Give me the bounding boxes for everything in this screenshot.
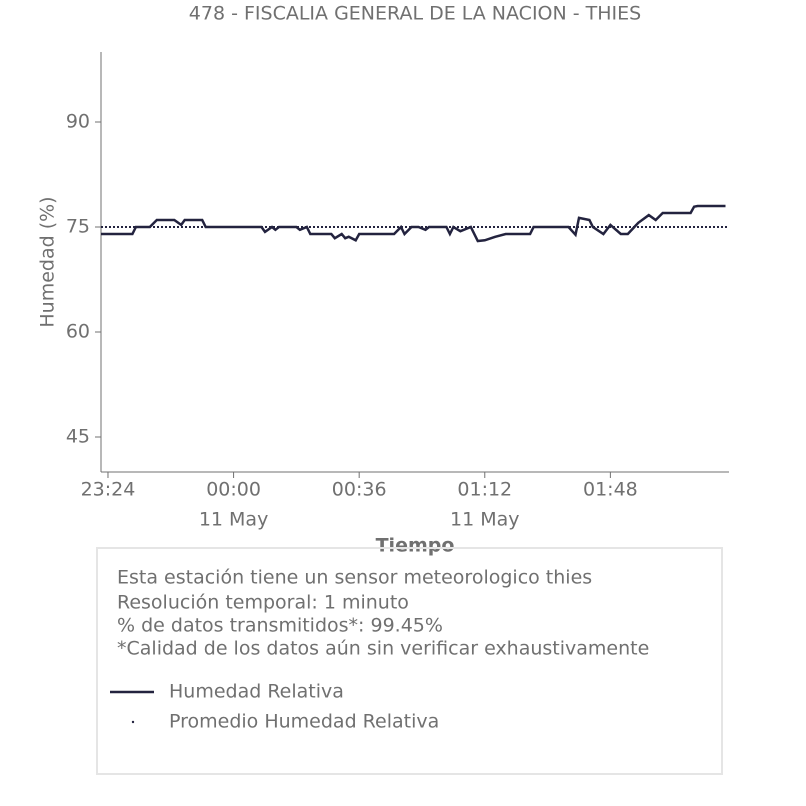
y-tick-label: 60 bbox=[66, 321, 90, 343]
info-line: *Calidad de los datos aún sin verificar … bbox=[117, 638, 649, 660]
x-tick-label: 23:24 bbox=[81, 479, 136, 501]
y-tick-label: 90 bbox=[66, 111, 90, 133]
info-line: Resolución temporal: 1 minuto bbox=[117, 592, 409, 614]
x-tick-sublabel: 11 May bbox=[199, 509, 269, 531]
y-tick-label: 75 bbox=[66, 216, 90, 238]
legend-label: Promedio Humedad Relativa bbox=[169, 711, 439, 733]
info-line: Esta estación tiene un sensor meteorolog… bbox=[117, 567, 592, 589]
y-axis-label: Humedad (%) bbox=[37, 196, 59, 327]
x-tick-label: 00:36 bbox=[332, 479, 387, 501]
chart-title: 478 - FISCALIA GENERAL DE LA NACION - TH… bbox=[189, 3, 641, 25]
info-box bbox=[96, 547, 723, 775]
x-axis-label: Tiempo bbox=[376, 535, 455, 557]
legend-label: Humedad Relativa bbox=[169, 681, 344, 703]
info-line: % de datos transmitidos*: 99.45% bbox=[117, 615, 443, 637]
legend-dot bbox=[131, 720, 135, 724]
data-line bbox=[101, 204, 726, 243]
x-tick-label: 01:12 bbox=[457, 479, 512, 501]
x-tick-label: 00:00 bbox=[206, 479, 261, 501]
y-tick-label: 45 bbox=[66, 426, 90, 448]
x-tick-label: 01:48 bbox=[583, 479, 638, 501]
x-tick-sublabel: 11 May bbox=[450, 509, 520, 531]
